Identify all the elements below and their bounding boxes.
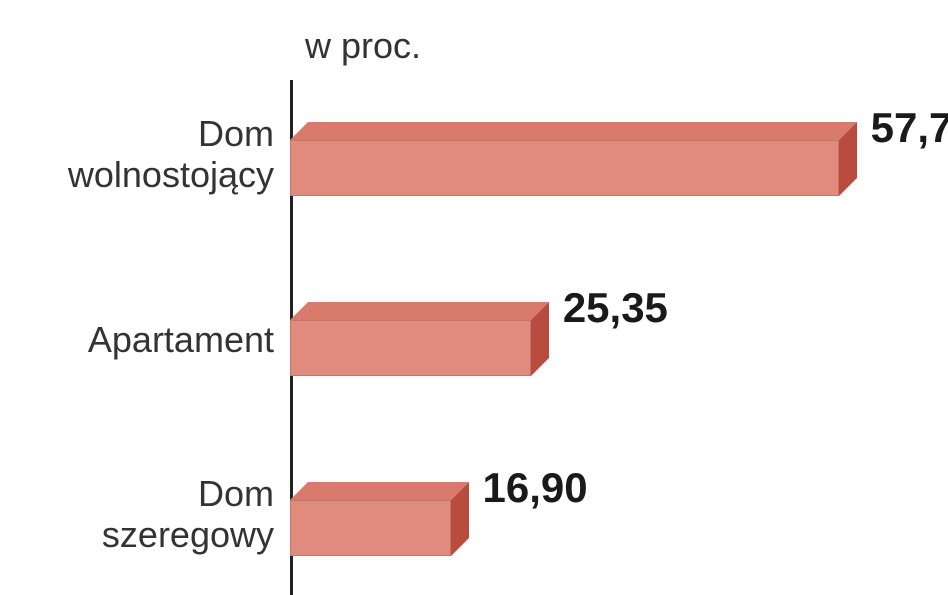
chart-container: w proc. Domwolnostojący57,75Apartament25… xyxy=(0,0,948,593)
bar-label-line: wolnostojący xyxy=(68,154,274,195)
bar-value-1: 25,35 xyxy=(563,284,668,332)
bar-label-2: Domszeregowy xyxy=(102,473,274,556)
bar-top-face xyxy=(290,302,549,320)
bar-top-face xyxy=(290,482,469,500)
bar-label-line: Dom xyxy=(198,473,274,514)
chart-header: w proc. xyxy=(305,25,421,67)
bar-label-1: Apartament xyxy=(88,319,274,360)
bar-value-2: 16,90 xyxy=(483,464,588,512)
bar-label-0: Domwolnostojący xyxy=(68,113,274,196)
bar-front-face xyxy=(290,320,531,376)
bar-front-face xyxy=(290,500,451,556)
bar-1 xyxy=(290,302,549,376)
bar-label-line: Dom xyxy=(198,113,274,154)
bar-label-line: szeregowy xyxy=(102,514,274,555)
bar-0 xyxy=(290,122,857,196)
bar-2 xyxy=(290,482,469,556)
bar-top-face xyxy=(290,122,857,140)
bar-value-0: 57,75 xyxy=(871,104,948,152)
bar-label-line: Apartament xyxy=(88,319,274,360)
bar-front-face xyxy=(290,140,839,196)
